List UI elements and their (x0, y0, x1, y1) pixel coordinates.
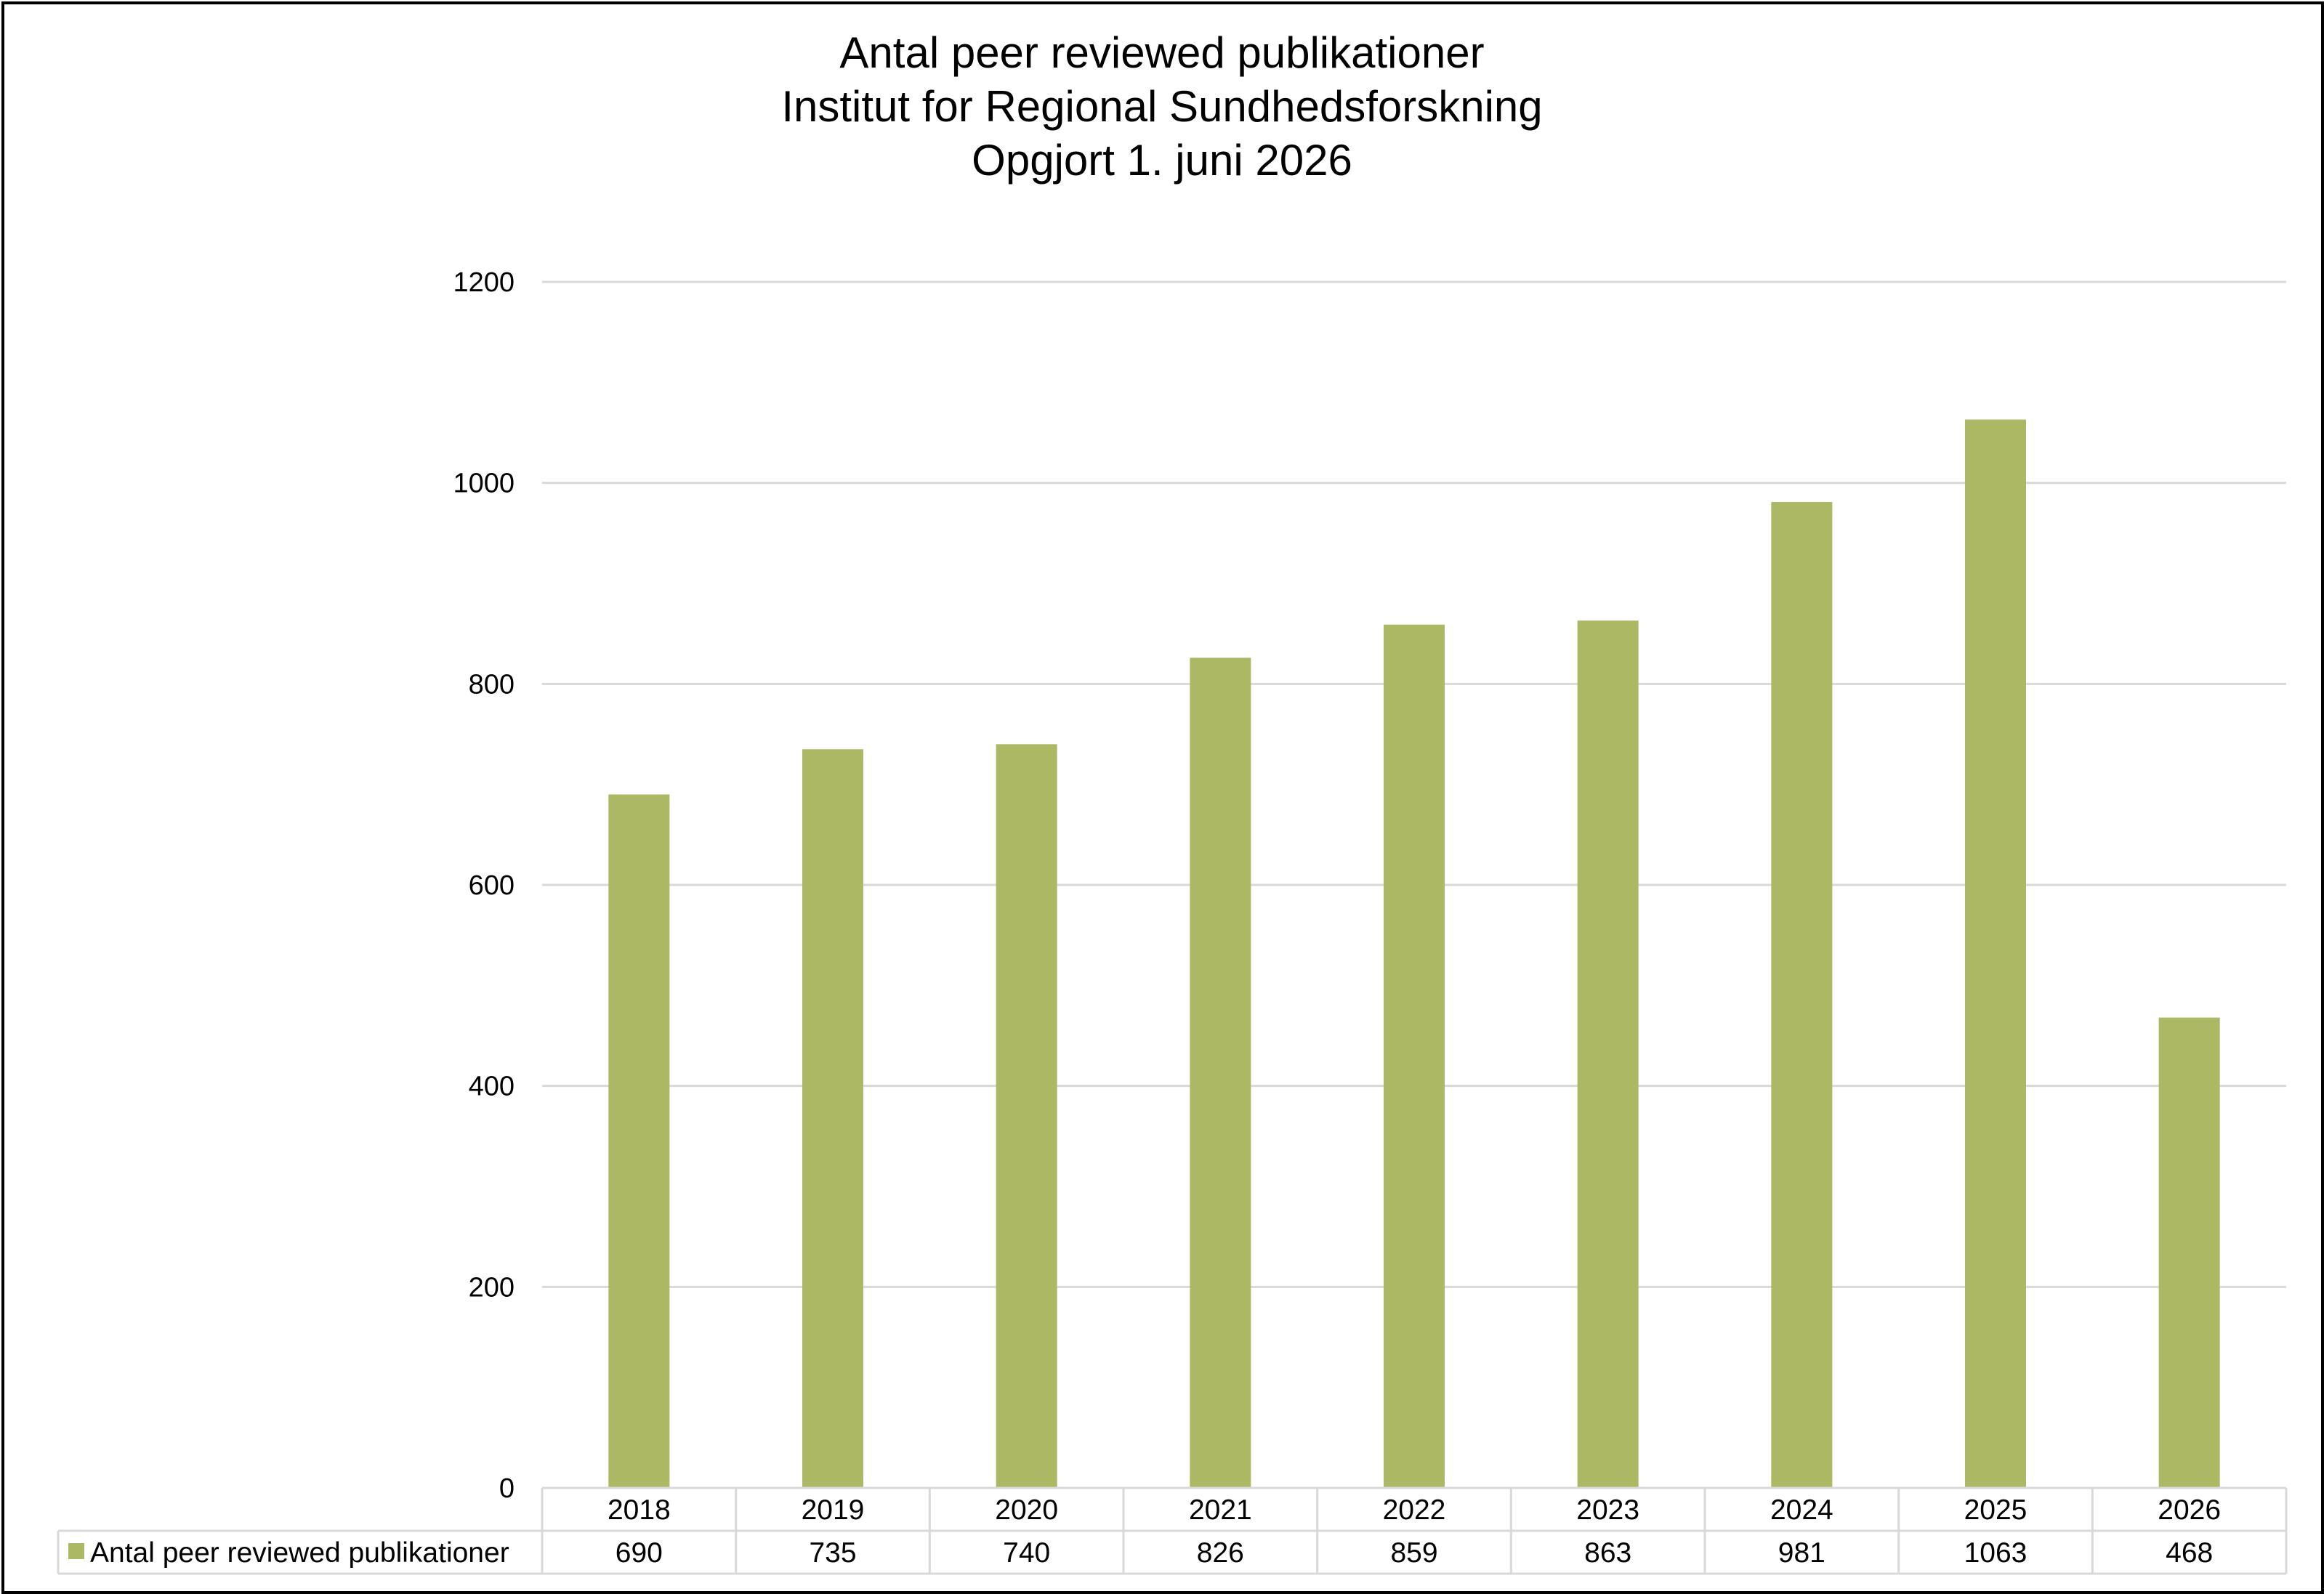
y-tick-label: 1000 (453, 469, 515, 499)
data-table-value: 981 (1778, 1537, 1825, 1569)
y-tick-label: 1200 (453, 267, 515, 298)
data-table-value: 740 (1003, 1537, 1050, 1569)
y-tick-label: 400 (469, 1072, 515, 1102)
data-table-value: 468 (2166, 1537, 2213, 1569)
legend-series-label: Antal peer reviewed publikationer (90, 1537, 509, 1569)
legend-swatch (68, 1543, 84, 1559)
bar (996, 744, 1057, 1488)
x-category-label: 2023 (1576, 1494, 1639, 1526)
y-tick-label: 600 (469, 870, 515, 901)
data-table-value: 826 (1197, 1537, 1244, 1569)
x-category-label: 2025 (1964, 1494, 2028, 1526)
x-category-label: 2019 (802, 1494, 865, 1526)
x-category-label: 2018 (608, 1494, 671, 1526)
chart-title-line-3: Opgjort 1. juni 2026 (972, 136, 1352, 185)
bar (2158, 1017, 2220, 1488)
y-tick-label: 200 (469, 1272, 515, 1303)
x-category-label: 2022 (1383, 1494, 1446, 1526)
y-axis-tick-labels: 0 200 400 600 800 1000 1200 (453, 267, 515, 1504)
bar (1190, 658, 1251, 1488)
data-table-value: 690 (616, 1537, 663, 1569)
x-category-label: 2020 (995, 1494, 1058, 1526)
chart-title: Antal peer reviewed publikationer Instit… (0, 26, 2324, 187)
chart-title-line-2: Institut for Regional Sundhedsforskning (781, 82, 1543, 131)
x-category-label: 2021 (1189, 1494, 1252, 1526)
bar (1965, 419, 2026, 1489)
x-category-label: 2024 (1770, 1494, 1833, 1526)
data-table-value: 735 (809, 1537, 856, 1569)
data-table-value: 1063 (1964, 1537, 2028, 1569)
bar (1771, 501, 1833, 1489)
bar (608, 794, 670, 1488)
chart-title-line-1: Antal peer reviewed publikationer (839, 28, 1485, 77)
y-tick-label: 0 (499, 1473, 515, 1504)
bar (1577, 620, 1639, 1488)
bars (608, 419, 2220, 1489)
data-table-value: 859 (1390, 1537, 1437, 1569)
bar (802, 749, 863, 1488)
x-category-label: 2026 (2158, 1494, 2221, 1526)
bar (1384, 624, 1445, 1488)
data-table: 2018 690 2019 735 2020 740 2021 826 2022 859 2023 8… (57, 1486, 2288, 1575)
data-table-value: 863 (1584, 1537, 1631, 1569)
y-tick-label: 800 (469, 669, 515, 700)
